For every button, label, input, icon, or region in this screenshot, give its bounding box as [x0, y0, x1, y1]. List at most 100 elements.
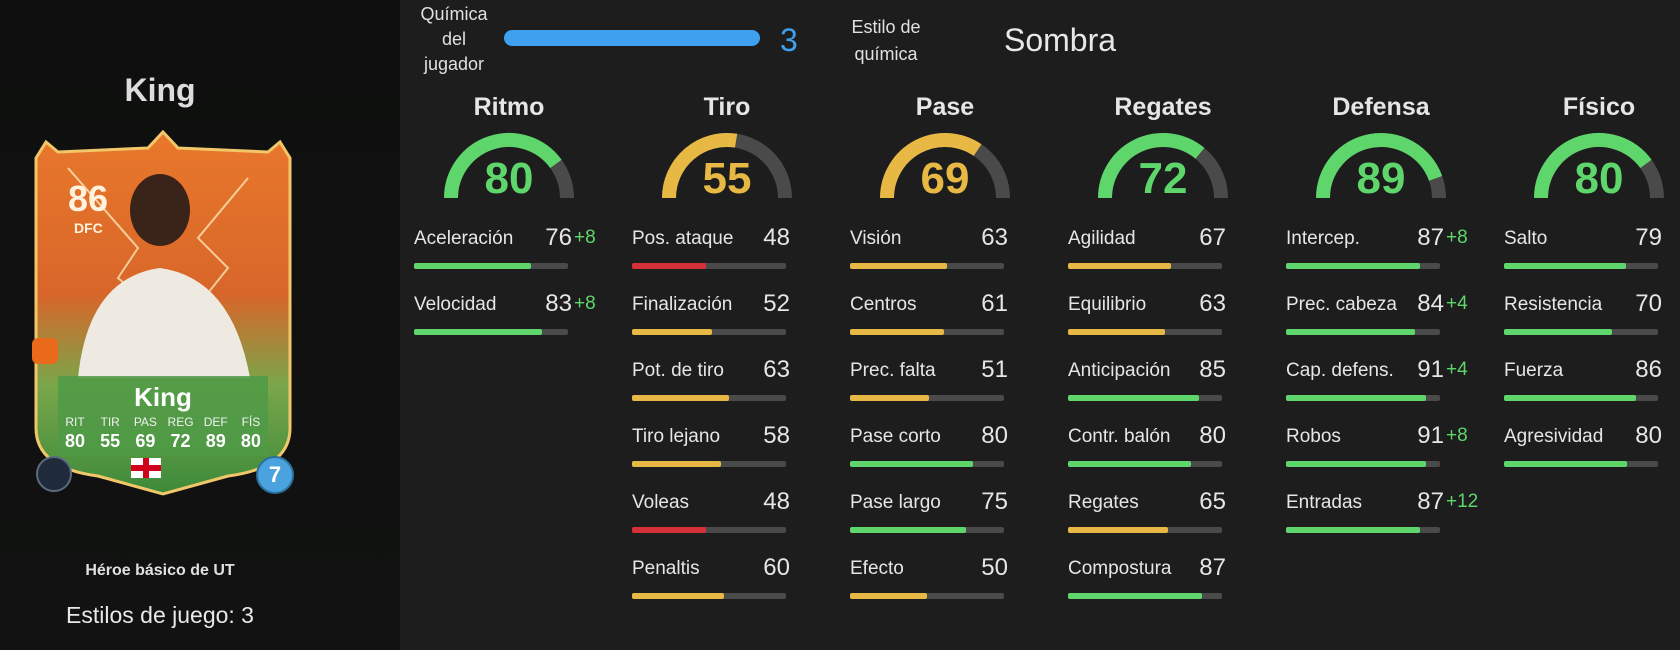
- card-attr-label: TIR: [100, 415, 120, 429]
- stat-row[interactable]: Pot. de tiro 63: [632, 352, 822, 418]
- stat-gauge: 69: [850, 128, 1040, 208]
- stat-row[interactable]: Prec. cabeza 84 +4: [1286, 286, 1476, 352]
- chemistry-style-label: Estilo de química: [851, 17, 921, 64]
- card-rating: 86: [68, 178, 109, 219]
- stat-bar-fill: [1504, 329, 1612, 335]
- stat-name: Voleas: [632, 492, 690, 513]
- card-type-label: Héroe básico de UT: [85, 562, 235, 579]
- stat-bar: [1068, 329, 1222, 335]
- stat-row[interactable]: Entradas 87 +12: [1286, 484, 1478, 550]
- stat-bar-fill: [1286, 395, 1427, 401]
- stat-value: 80: [981, 422, 1008, 449]
- stat-bar: [850, 263, 1004, 269]
- england-flag-icon: [131, 458, 161, 478]
- stat-row[interactable]: Agilidad 67: [1068, 220, 1258, 286]
- stat-row[interactable]: Efecto 50: [850, 550, 1040, 616]
- stat-bar: [1286, 263, 1440, 269]
- stat-bar: [1504, 329, 1658, 335]
- stat-row[interactable]: Velocidad 83 +8: [414, 286, 604, 352]
- stat-row[interactable]: Voleas 48: [632, 484, 822, 550]
- stat-bar: [1504, 263, 1658, 269]
- stat-row[interactable]: Finalización 52: [632, 286, 822, 352]
- stat-name: Cap. defens.: [1286, 360, 1394, 381]
- stat-value: 79: [1635, 224, 1662, 251]
- stat-row[interactable]: Tiro lejano 58: [632, 418, 822, 484]
- stat-row[interactable]: Aceleración 76 +8: [414, 220, 604, 286]
- stat-row[interactable]: Compostura 87: [1068, 550, 1258, 616]
- stat-row[interactable]: Intercep. 87 +8: [1286, 220, 1476, 286]
- stat-column-title: Defensa: [1332, 93, 1430, 121]
- stat-row[interactable]: Penaltis 60: [632, 550, 822, 616]
- stat-row[interactable]: Cap. defens. 91 +4: [1286, 352, 1476, 418]
- stat-name: Pase largo: [850, 492, 941, 513]
- stat-row[interactable]: Fuerza 86: [1504, 352, 1680, 418]
- stat-row[interactable]: Equilibrio 63: [1068, 286, 1258, 352]
- stat-row[interactable]: Centros 61: [850, 286, 1040, 352]
- stat-bar: [1068, 263, 1222, 269]
- stat-bar: [632, 395, 786, 401]
- stat-row[interactable]: Pase largo 75: [850, 484, 1040, 550]
- stat-value: 76: [545, 224, 572, 251]
- stat-value: 51: [981, 356, 1008, 383]
- stat-row[interactable]: Prec. falta 51: [850, 352, 1040, 418]
- stat-row[interactable]: Visión 63: [850, 220, 1040, 286]
- stat-gauge: 80: [414, 128, 604, 208]
- gauge-fill: [444, 133, 562, 199]
- stat-value: 63: [763, 356, 790, 383]
- stat-row[interactable]: Regates 65: [1068, 484, 1258, 550]
- stat-bar: [1286, 329, 1440, 335]
- gauge-fill: [662, 133, 738, 199]
- chemistry-style-value[interactable]: Sombra: [1004, 22, 1117, 58]
- stat-row[interactable]: Contr. balón 80: [1068, 418, 1258, 484]
- stat-bar-fill: [850, 395, 929, 401]
- chemistry-badge: 7: [256, 456, 294, 494]
- stat-bar: [632, 527, 786, 533]
- stat-value: 84: [1417, 290, 1444, 317]
- stat-name: Contr. balón: [1068, 426, 1171, 447]
- card-attr: PAS 69: [128, 415, 162, 452]
- stat-row[interactable]: Resistencia 70: [1504, 286, 1680, 352]
- stat-name: Fuerza: [1504, 360, 1564, 381]
- stat-value: 91: [1417, 422, 1444, 449]
- stat-name: Intercep.: [1286, 228, 1360, 249]
- stat-name: Pase corto: [850, 426, 941, 447]
- stat-name: Centros: [850, 294, 917, 315]
- stat-value: 85: [1199, 356, 1226, 383]
- gauge-fill: [1534, 133, 1652, 199]
- player-card[interactable]: 86 DFC King RIT 80 TIR 55 PAS 69 REG 72 DEF 8…: [28, 128, 298, 498]
- gauge-value: 80: [1574, 154, 1624, 203]
- stat-gauge: 72: [1068, 128, 1258, 208]
- stat-row[interactable]: Salto 79: [1504, 220, 1680, 286]
- stat-bar-fill: [1068, 263, 1172, 269]
- gauge-fill: [1098, 133, 1205, 199]
- stat-name: Robos: [1286, 426, 1341, 447]
- stat-boost: +8: [574, 227, 596, 248]
- stat-name: Salto: [1504, 228, 1548, 249]
- chemistry-value: 3: [780, 22, 798, 58]
- stat-row[interactable]: Agresividad 80: [1504, 418, 1680, 484]
- card-attr: DEF 89: [199, 415, 233, 452]
- gauge-value: 89: [1356, 154, 1406, 203]
- stat-column-ritmo: Ritmo 80 Aceleración 76 +8 Velocidad 83 +8: [414, 92, 604, 352]
- stat-bar: [1068, 593, 1222, 599]
- stat-name: Velocidad: [414, 294, 497, 315]
- card-attr-value: 80: [64, 431, 86, 451]
- stat-bar-fill: [1286, 461, 1427, 467]
- stat-boost: +4: [1446, 293, 1468, 314]
- stat-bar: [414, 329, 568, 335]
- card-attributes: RIT 80 TIR 55 PAS 69 REG 72 DEF 89 FÍS 80: [58, 415, 268, 452]
- stat-row[interactable]: Robos 91 +8: [1286, 418, 1476, 484]
- playstyles-count[interactable]: Estilos de juego: 3: [66, 602, 254, 628]
- stat-name: Agresividad: [1504, 426, 1604, 447]
- stat-bar: [1504, 461, 1658, 467]
- stat-bar: [414, 263, 568, 269]
- stat-value: 86: [1635, 356, 1662, 383]
- stat-bar: [850, 329, 1004, 335]
- stat-row[interactable]: Anticipación 85: [1068, 352, 1258, 418]
- stat-bar-fill: [850, 263, 948, 269]
- stat-value: 65: [1199, 488, 1226, 515]
- stat-value: 60: [763, 554, 790, 581]
- stat-row[interactable]: Pos. ataque 48: [632, 220, 822, 286]
- stat-bar: [1068, 527, 1222, 533]
- stat-row[interactable]: Pase corto 80: [850, 418, 1040, 484]
